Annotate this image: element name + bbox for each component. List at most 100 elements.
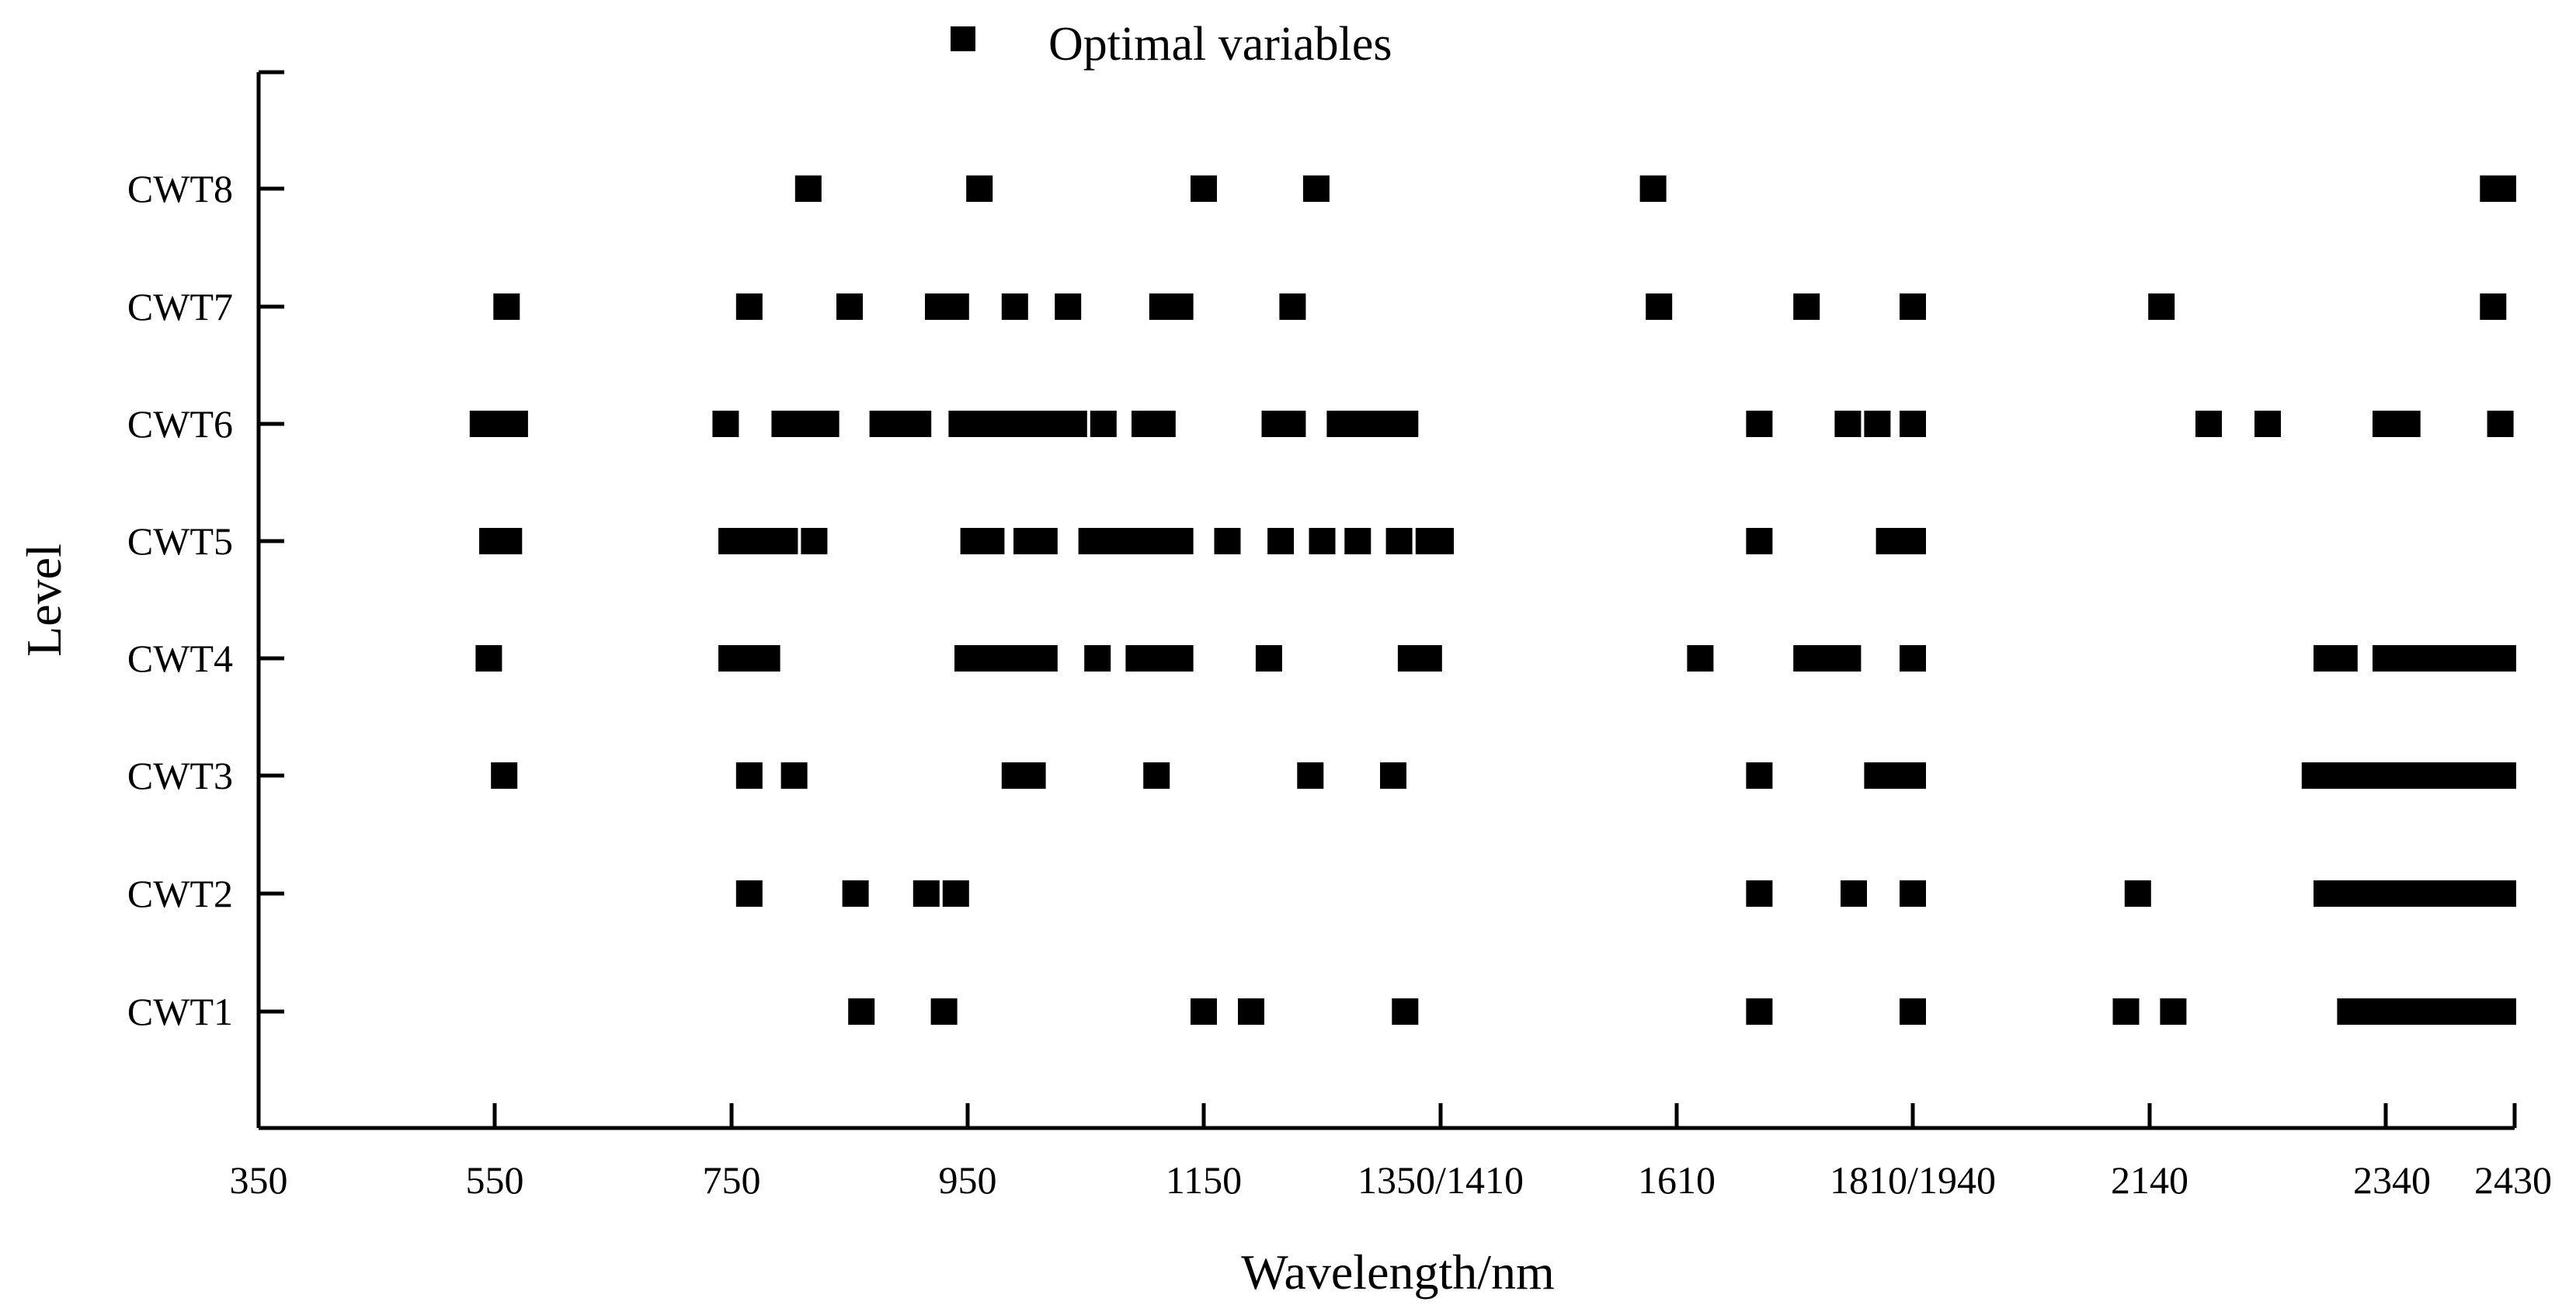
legend-marker: [951, 26, 975, 51]
data-point: [753, 645, 780, 672]
data-point: [1368, 411, 1395, 437]
data-point: [1238, 998, 1264, 1025]
data-point: [1255, 645, 1282, 672]
data-point: [842, 880, 869, 907]
data-point: [2490, 880, 2516, 907]
data-point: [2480, 293, 2507, 320]
data-point: [493, 293, 520, 320]
data-point: [735, 762, 763, 789]
data-point: [495, 528, 523, 554]
data-point: [1344, 411, 1371, 437]
data-point: [1900, 645, 1926, 672]
data-point: [1191, 998, 1217, 1025]
y-tick-label: CWT6: [127, 402, 233, 446]
data-point: [2160, 998, 2187, 1025]
data-point: [1344, 528, 1371, 554]
data-point: [1297, 762, 1324, 789]
data-point: [1001, 293, 1028, 320]
data-point: [1084, 645, 1111, 672]
data-point: [836, 293, 863, 320]
data-point: [1019, 762, 1046, 789]
data-point: [1149, 411, 1176, 437]
data-point: [1841, 880, 1867, 907]
data-point: [1001, 411, 1028, 437]
data-point: [1793, 645, 1820, 672]
x-axis-title: Wavelength/nm: [1241, 1244, 1555, 1300]
x-tick-label: 2140: [2111, 1158, 2188, 1202]
data-point: [1900, 998, 1926, 1025]
data-point: [1309, 528, 1336, 554]
data-point: [735, 293, 763, 320]
data-point: [475, 645, 502, 672]
y-tick-label: CWT8: [127, 167, 233, 210]
x-tick-label: 1150: [1166, 1158, 1242, 1202]
data-point: [1060, 411, 1087, 437]
data-point: [905, 411, 932, 437]
data-point: [1834, 645, 1862, 672]
data-point: [2490, 645, 2516, 672]
legend: Optimal variables: [951, 18, 1392, 71]
x-tick-label: 1810/1940: [1830, 1158, 1996, 1202]
data-point: [1864, 762, 1891, 789]
x-tick-label: 2340: [2353, 1158, 2431, 1202]
data-point: [1900, 528, 1926, 554]
data-point: [712, 411, 739, 437]
data-point: [1746, 411, 1773, 437]
data-point: [2393, 411, 2421, 437]
y-tick-label: CWT3: [127, 754, 233, 797]
data-point: [1900, 293, 1926, 320]
x-tick-label: 1350/1410: [1358, 1158, 1524, 1202]
data-point: [1214, 528, 1241, 554]
data-point: [1746, 880, 1773, 907]
data-point: [2490, 998, 2516, 1025]
data-point: [2487, 411, 2514, 437]
data-point: [1385, 528, 1413, 554]
data-point: [1380, 762, 1406, 789]
data-point: [978, 528, 1005, 554]
data-point: [1143, 762, 1170, 789]
x-tick-label: 2430: [2474, 1158, 2552, 1202]
data-point: [1055, 293, 1082, 320]
data-point: [2254, 411, 2281, 437]
data-point: [735, 880, 763, 907]
data-point: [1427, 528, 1454, 554]
data-point: [942, 293, 969, 320]
data-point: [2124, 880, 2151, 907]
data-point: [1834, 411, 1862, 437]
y-tick-label: CWT4: [127, 637, 233, 680]
data-point: [1746, 528, 1773, 554]
data-point: [491, 762, 518, 789]
data-points: [469, 175, 2516, 1025]
data-point: [1687, 645, 1714, 672]
data-point: [1793, 293, 1820, 320]
data-point: [2490, 175, 2516, 202]
data-point: [2148, 293, 2175, 320]
data-point: [1746, 998, 1773, 1025]
data-point: [1279, 293, 1306, 320]
data-point: [1900, 762, 1926, 789]
x-tick-label: 750: [703, 1158, 761, 1202]
x-axis-ticks: 350 550 750 950 1150 1350/1410 1610 1810/1940 21…: [230, 1103, 2552, 1202]
data-point: [1090, 411, 1117, 437]
data-point: [801, 528, 828, 554]
data-point: [771, 528, 798, 554]
y-tick-label: CWT2: [127, 872, 233, 915]
x-tick-label: 1610: [1638, 1158, 1716, 1202]
data-point: [1415, 645, 1442, 672]
y-axis-ticks: CWT1 CWT2 CWT3 CWT4 CWT5 CWT6 CWT7 CWT8: [127, 70, 284, 1033]
y-axis-title: Level: [16, 543, 71, 657]
data-point: [1900, 880, 1926, 907]
data-point: [2337, 998, 2364, 1025]
y-tick-label: CWT1: [127, 990, 233, 1033]
data-point: [1279, 411, 1306, 437]
data-point: [1143, 645, 1170, 672]
data-point: [1007, 645, 1034, 672]
data-point: [780, 762, 808, 789]
data-point: [794, 175, 822, 202]
data-point: [1864, 411, 1891, 437]
data-point: [942, 880, 969, 907]
data-point: [966, 175, 993, 202]
x-tick-label: 550: [466, 1158, 524, 1202]
data-point: [1392, 998, 1419, 1025]
